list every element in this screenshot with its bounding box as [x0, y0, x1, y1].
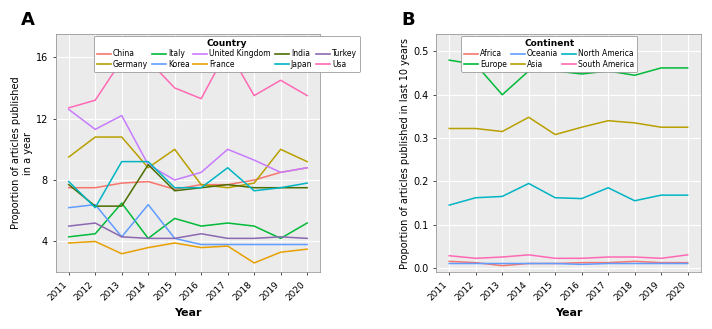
X-axis label: Year: Year	[174, 308, 201, 318]
Y-axis label: Proportion of articles published in last 10 years: Proportion of articles published in last…	[400, 38, 410, 269]
Text: A: A	[21, 12, 35, 29]
Legend: Africa, Europe, Oceania, Asia, North America, South America: Africa, Europe, Oceania, Asia, North Ame…	[461, 36, 637, 72]
Legend: China, Germany, Italy, Korea, United Kingdom, France, India, Japan, Turkey, Usa: China, Germany, Italy, Korea, United Kin…	[94, 36, 360, 72]
Y-axis label: Proportion of articles published
in a year: Proportion of articles published in a ye…	[11, 77, 33, 230]
X-axis label: Year: Year	[555, 308, 582, 318]
Text: B: B	[402, 12, 415, 29]
